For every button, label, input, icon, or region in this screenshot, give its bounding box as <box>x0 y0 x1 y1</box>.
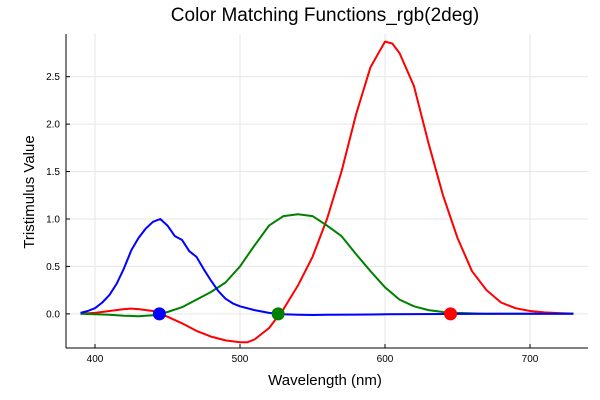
chart-title: Color Matching Functions_rgb(2deg) <box>171 5 479 26</box>
series-layer <box>80 40 574 344</box>
y-axis-label: Tristimulus Value <box>21 135 38 248</box>
y-tick-label: 1.5 <box>46 167 60 178</box>
primary-marker-0 <box>152 307 166 321</box>
primary-marker-1 <box>271 307 285 321</box>
y-tick-label: 0.0 <box>46 309 60 320</box>
y-tick-label: 2.0 <box>46 120 60 131</box>
axes: 400 500 600 700 0.0 0.5 1.0 1.5 2.0 2.5 <box>46 34 588 365</box>
y-tick-label: 0.5 <box>46 262 60 273</box>
x-axis-label: Wavelength (nm) <box>268 372 382 389</box>
series-line-2 <box>80 218 574 316</box>
x-tick-label: 500 <box>232 354 249 365</box>
primary-marker-2 <box>444 307 458 321</box>
marker-layer <box>152 307 458 321</box>
y-tick-label: 2.5 <box>46 72 60 83</box>
series-line-0 <box>80 40 574 344</box>
y-tick-label: 1.0 <box>46 214 60 225</box>
x-tick-label: 400 <box>87 354 104 365</box>
grid <box>66 34 588 348</box>
x-tick-label: 700 <box>522 354 539 365</box>
x-tick-label: 600 <box>377 354 394 365</box>
